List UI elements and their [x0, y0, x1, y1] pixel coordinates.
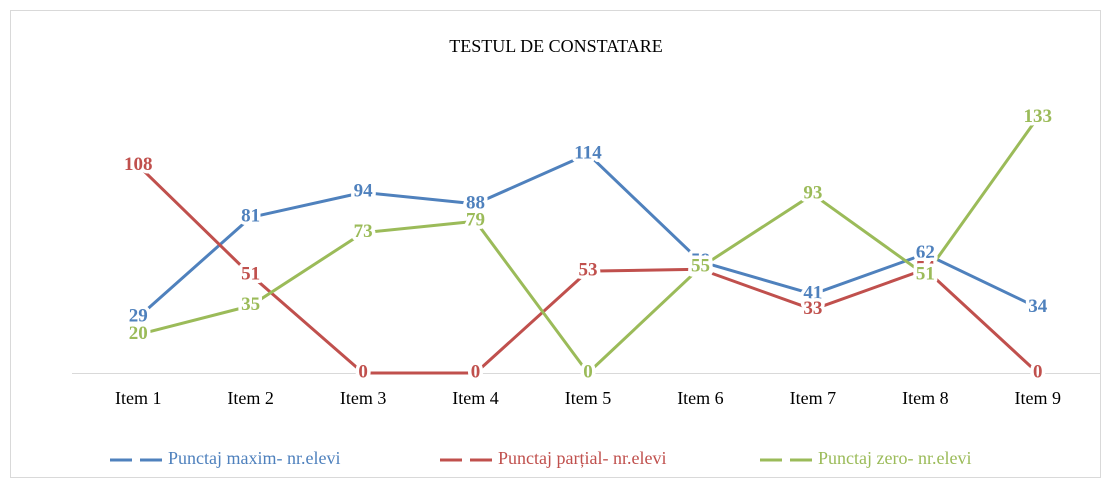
data-label: 51	[916, 263, 935, 284]
data-label: 33	[803, 298, 822, 319]
data-label: 0	[471, 361, 481, 382]
data-label: 94	[354, 181, 374, 202]
data-label: 35	[241, 294, 260, 315]
x-tick-label: Item 4	[452, 388, 499, 408]
legend-label: Punctaj parțial- nr.elevi	[498, 448, 666, 468]
data-label: 58	[691, 250, 710, 271]
chart-title: TESTUL DE CONSTATARE	[449, 36, 662, 56]
legend-label: Punctaj zero- nr.elevi	[818, 448, 971, 468]
data-label: 114	[574, 142, 602, 163]
data-label: 20	[129, 323, 148, 344]
data-label: 54	[916, 258, 936, 279]
x-tick-label: Item 6	[677, 388, 724, 408]
data-label: 133	[1024, 106, 1053, 127]
legend-label: Punctaj maxim- nr.elevi	[168, 448, 340, 468]
series-line	[137, 152, 1039, 319]
data-label: 54	[691, 258, 711, 279]
data-label: 0	[1033, 361, 1043, 382]
data-label: 88	[466, 192, 485, 213]
series-line	[137, 116, 1040, 375]
chart-border	[10, 10, 1101, 478]
x-tick-label: Item 9	[1015, 388, 1062, 408]
data-label: 34	[1028, 296, 1048, 317]
data-label: 108	[124, 154, 153, 175]
x-tick-label: Item 7	[790, 388, 837, 408]
x-tick-label: Item 5	[565, 388, 612, 408]
data-label: 29	[129, 306, 148, 327]
x-tick-label: Item 3	[340, 388, 387, 408]
data-label: 53	[579, 260, 598, 281]
data-label: 0	[358, 361, 368, 382]
data-label: 79	[466, 210, 485, 231]
data-label: 62	[916, 242, 935, 263]
x-tick-label: Item 2	[227, 388, 274, 408]
data-label: 73	[354, 221, 373, 242]
data-label: 93	[803, 183, 822, 204]
x-tick-label: Item 1	[115, 388, 162, 408]
data-label: 51	[241, 263, 260, 284]
data-label: 0	[583, 361, 593, 382]
data-label: 81	[241, 206, 260, 227]
x-tick-label: Item 8	[902, 388, 949, 408]
series-line	[137, 164, 1039, 375]
data-label: 41	[803, 283, 822, 304]
data-label: 55	[691, 256, 710, 277]
